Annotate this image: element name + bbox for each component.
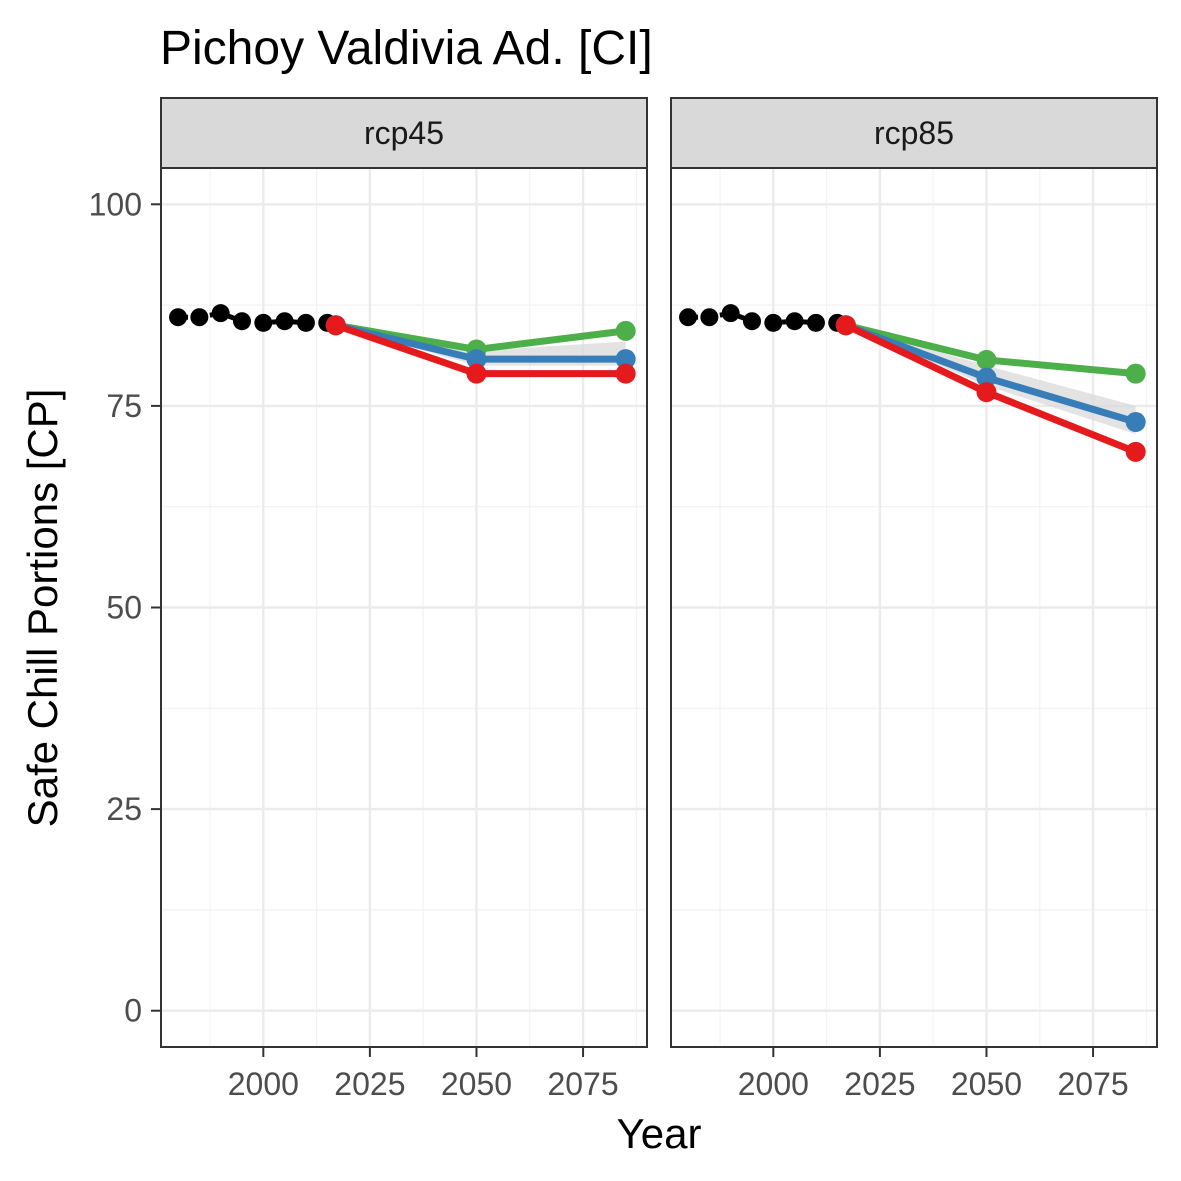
x-tick-label: 2000 [228, 1066, 299, 1102]
panel-rcp85: rcp85 2000 2025 2050 2075 [670, 97, 1158, 1102]
x-tick-label: 2050 [951, 1066, 1022, 1102]
series-point-blue [976, 367, 997, 388]
series-point-red [615, 363, 636, 384]
panel-border [160, 167, 648, 1048]
series-point-blue [466, 349, 487, 370]
series-point-green [615, 320, 636, 341]
y-tick-label: 75 [106, 388, 142, 424]
historic-point [721, 304, 740, 323]
historic-point [785, 312, 804, 331]
facet-strip [670, 97, 1158, 169]
historic-point [190, 308, 209, 327]
y-tick-label: 50 [106, 590, 142, 626]
x-tick-label: 2025 [334, 1066, 405, 1102]
panel-rcp45: rcp45 2000 2025 2050 2075 [160, 97, 648, 1102]
historic-point [679, 308, 698, 327]
historic-point [233, 312, 251, 331]
series-point-green [1125, 363, 1146, 384]
x-axis-title: Year [617, 1110, 702, 1157]
historic-point [806, 313, 825, 332]
chart-title: Pichoy Valdivia Ad. [CI] [160, 22, 653, 75]
x-tick-label: 2025 [844, 1066, 915, 1102]
historic-point [275, 312, 294, 331]
series-point-blue [615, 349, 636, 370]
y-tick-label: 0 [124, 993, 142, 1029]
series-point-red [466, 363, 487, 384]
historic-point [743, 312, 761, 331]
x-tick-label: 2075 [1057, 1066, 1128, 1102]
panels-group: 0 25 50 75 100 rcp45 2000 2025 2050 2075 rcp85 2000… [89, 97, 1158, 1102]
series-point-red [325, 315, 346, 336]
y-tick-label: 100 [89, 186, 142, 222]
series-point-blue [1125, 412, 1146, 433]
historic-point [169, 308, 188, 327]
historic-point [296, 313, 315, 332]
historic-point [254, 313, 273, 332]
scenario-range-band [335, 325, 626, 366]
y-tick-label: 25 [106, 791, 142, 827]
x-tick-label: 2050 [441, 1066, 512, 1102]
x-tick-label: 2075 [547, 1066, 618, 1102]
historic-point [764, 313, 783, 332]
series-point-green [976, 349, 997, 370]
panel-border [670, 167, 1158, 1048]
series-point-red [976, 382, 997, 403]
historic-point [700, 308, 719, 327]
x-tick-label: 2000 [738, 1066, 809, 1102]
series-point-red [1125, 441, 1146, 462]
historic-point [211, 304, 230, 323]
y-axis-title: Safe Chill Portions [CP] [19, 389, 66, 828]
series-point-red [835, 315, 856, 336]
facet-strip-label: rcp85 [874, 115, 954, 151]
facet-strip [160, 97, 648, 169]
facet-strip-label: rcp45 [364, 115, 444, 151]
